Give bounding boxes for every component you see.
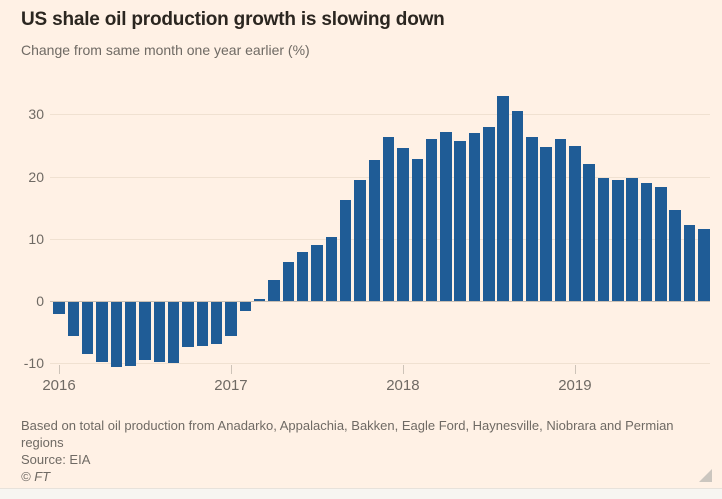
x-axis-tick (402, 365, 404, 374)
x-axis-year-label: 2017 (214, 377, 248, 394)
x-axis-tick (59, 365, 60, 374)
bar-sep-2018 (511, 110, 524, 301)
bar-sep-2016 (167, 302, 180, 363)
y-axis-tick-label: 0 (36, 293, 44, 309)
chart-subtitle: Change from same month one year earlier … (21, 42, 310, 58)
bar-apr-2019 (612, 180, 624, 301)
bar-oct-2017 (354, 180, 366, 301)
bar-feb-2017 (239, 302, 252, 311)
bar-feb-2018 (411, 159, 423, 301)
bar-jan-2018 (397, 147, 409, 301)
x-axis-year-label: 2018 (386, 377, 420, 394)
bar-jul-2017 (311, 245, 323, 301)
bar-mar-2019 (597, 177, 610, 301)
bar-feb-2016 (67, 302, 80, 337)
bar-mar-2016 (81, 302, 94, 354)
bar-aug-2016 (153, 302, 166, 362)
bar-may-2019 (626, 177, 638, 301)
chart-footer: Based on total oil production from Anada… (21, 417, 709, 485)
footnote: Based on total oil production from Anada… (21, 418, 674, 450)
bar-may-2018 (454, 141, 466, 301)
bar-oct-2016 (182, 302, 194, 347)
bar-may-2016 (110, 302, 123, 368)
bar-jul-2018 (483, 127, 495, 301)
bar-jan-2019 (569, 145, 581, 301)
y-axis-tick-label: 30 (28, 106, 44, 123)
bar-sep-2017 (339, 199, 352, 301)
bar-aug-2017 (325, 236, 338, 301)
bar-aug-2018 (497, 96, 509, 301)
chart-title: US shale oil production growth is slowin… (21, 9, 445, 30)
bar-dec-2016 (210, 302, 223, 345)
bar-apr-2016 (96, 302, 108, 363)
bar-may-2017 (282, 262, 295, 301)
copyright-note: © FT (21, 469, 51, 484)
bar-nov-2018 (540, 146, 552, 301)
bar-apr-2018 (440, 132, 452, 301)
bar-dec-2018 (554, 139, 567, 301)
y-axis-tick-label: -10 (23, 355, 44, 372)
window-bottom-strip (0, 488, 722, 499)
bar-jun-2017 (296, 251, 309, 301)
bar-aug-2019 (669, 209, 681, 301)
bar-sep-2019 (683, 225, 696, 301)
x-axis-year-label: 2016 (42, 377, 76, 394)
zero-gridline (50, 301, 710, 302)
x-axis-tick (574, 365, 576, 374)
gridline (50, 176, 710, 178)
bar-mar-2018 (425, 139, 438, 301)
bar-dec-2017 (382, 136, 395, 301)
bar-jun-2019 (640, 183, 653, 301)
bar-jul-2019 (655, 187, 667, 301)
bar-nov-2017 (368, 160, 380, 301)
gridline (50, 363, 710, 365)
bar-jan-2017 (225, 302, 237, 337)
chart-header: US shale oil production growth is slowin… (21, 8, 702, 59)
x-axis-year-label: 2019 (558, 377, 592, 394)
y-axis-tick-label: 10 (28, 230, 44, 247)
bar-jan-2016 (53, 302, 65, 315)
bar-nov-2016 (196, 302, 209, 346)
bar-jun-2016 (124, 302, 137, 367)
gridline (50, 114, 710, 116)
bar-mar-2017 (253, 299, 266, 301)
bar-jul-2016 (139, 302, 151, 361)
bar-apr-2017 (268, 279, 280, 301)
y-axis-tick-label: 20 (28, 168, 44, 185)
source-note: Source: EIA (21, 452, 91, 467)
x-axis-tick (230, 365, 232, 374)
bar-jun-2018 (468, 133, 481, 301)
resize-grip-icon[interactable] (699, 469, 712, 482)
bar-oct-2018 (526, 137, 538, 301)
bar-chart-plot-area: 30 20 10 0 -10 2016 2017 2018 2019 (0, 80, 722, 400)
bar-oct-2019 (698, 228, 710, 301)
bar-feb-2019 (583, 163, 595, 301)
gridline (50, 238, 710, 240)
